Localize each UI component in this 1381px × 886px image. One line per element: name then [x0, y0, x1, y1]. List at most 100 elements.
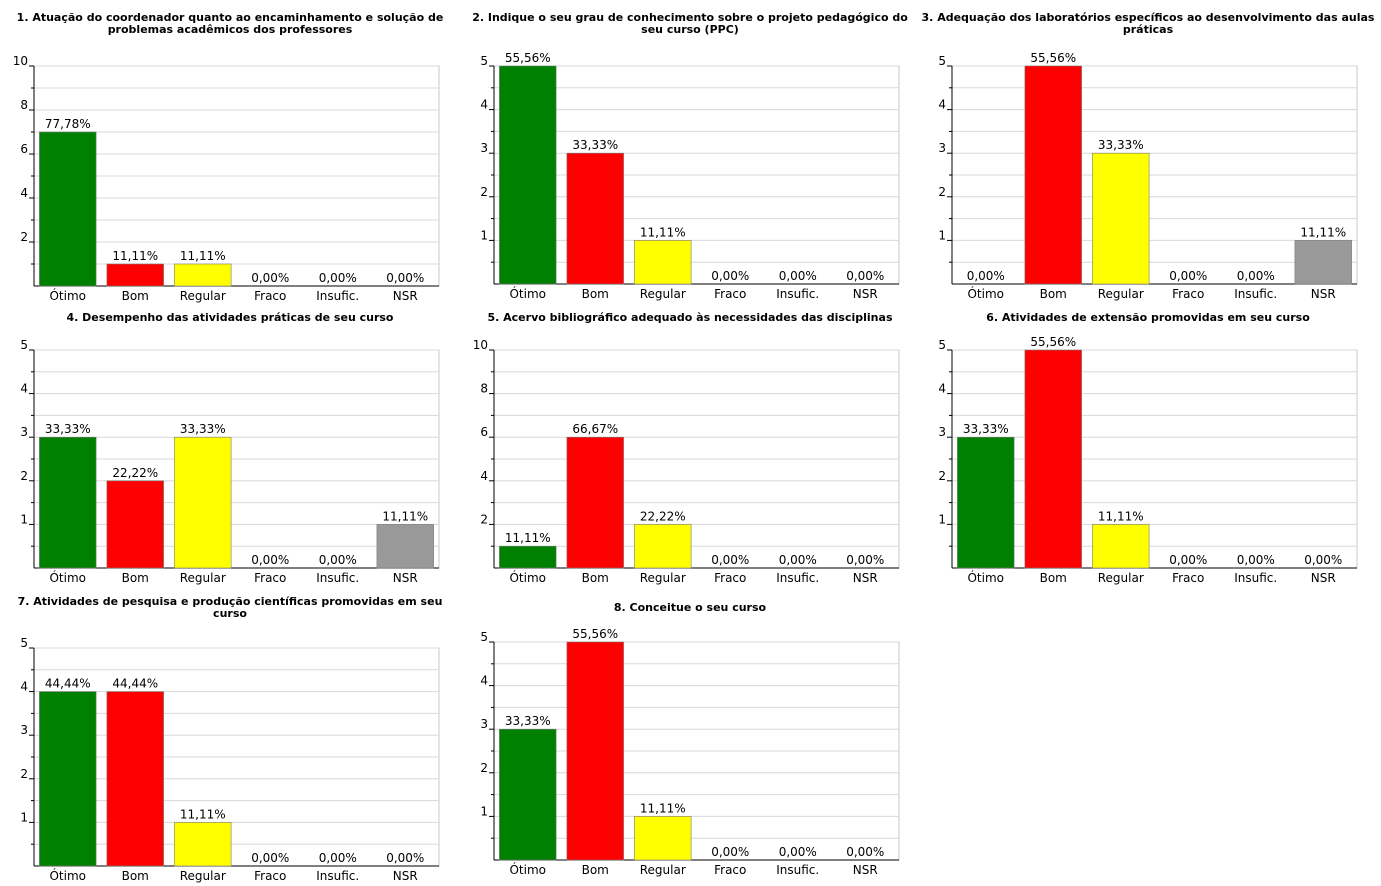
bar: [634, 240, 692, 285]
x-tick-label: NSR: [393, 289, 418, 303]
y-tick-label: 2: [480, 512, 488, 526]
x-tick-label: Insufic.: [776, 571, 819, 585]
x-tick-label: Regular: [640, 863, 686, 877]
y-tick-label: 3: [20, 723, 28, 737]
data-label: 0,00%: [251, 553, 289, 567]
data-label: 0,00%: [1237, 553, 1275, 567]
bar: [566, 641, 624, 861]
bar: [174, 822, 232, 867]
y-tick-label: 2: [938, 469, 946, 483]
chart-title: 6. Atividades de extensão promovidas em …: [986, 311, 1310, 324]
y-tick-label: 1: [938, 228, 946, 242]
x-tick-label: Regular: [180, 869, 226, 883]
x-tick-label: Insufic.: [1234, 287, 1277, 301]
y-tick-label: 5: [20, 338, 28, 352]
bar-chart: 2 4 6 8 10 77,78% Ótimo 11,11% Bom 11,11% Regular 0…: [13, 54, 440, 303]
bar: [634, 816, 692, 861]
y-tick-label: 1: [480, 804, 488, 818]
x-tick-label: Fraco: [714, 571, 746, 585]
x-tick-label: Fraco: [714, 287, 746, 301]
data-label: 0,00%: [846, 845, 884, 859]
data-label: 11,11%: [640, 225, 686, 239]
x-tick-label: Ótimo: [509, 286, 546, 301]
y-tick-label: 4: [480, 98, 488, 112]
bar: [499, 545, 557, 569]
x-tick-label: Fraco: [714, 863, 746, 877]
x-tick-label: NSR: [853, 287, 878, 301]
bar-chart: 1 2 3 4 5 44,44% Ótimo 44,44% Bom 11,11% Regular 0,…: [20, 636, 440, 883]
x-tick-label: NSR: [393, 869, 418, 883]
x-tick-label: Insufic.: [316, 869, 359, 883]
x-tick-label: NSR: [1311, 287, 1336, 301]
data-label: 55,56%: [572, 627, 618, 641]
bar: [1092, 524, 1150, 569]
y-tick-label: 5: [20, 636, 28, 650]
y-tick-label: 2: [480, 185, 488, 199]
y-tick-label: 2: [20, 767, 28, 781]
data-label: 0,00%: [846, 269, 884, 283]
y-tick-label: 4: [938, 98, 946, 112]
y-tick-label: 4: [480, 469, 488, 483]
data-label: 0,00%: [251, 851, 289, 865]
y-tick-label: 3: [20, 425, 28, 439]
y-tick-label: 3: [480, 717, 488, 731]
x-tick-label: Ótimo: [509, 862, 546, 877]
y-tick-label: 2: [480, 761, 488, 775]
x-tick-label: Regular: [1098, 571, 1144, 585]
y-tick-label: 4: [938, 382, 946, 396]
data-label: 0,00%: [251, 271, 289, 285]
y-tick-label: 2: [20, 230, 28, 244]
bar: [376, 524, 434, 569]
data-label: 33,33%: [572, 138, 618, 152]
bar: [1294, 240, 1352, 285]
bar: [1024, 65, 1082, 285]
chart-title: 7. Atividades de pesquisa e produção cie…: [17, 595, 443, 620]
bar: [566, 436, 624, 569]
x-tick-label: Fraco: [254, 289, 286, 303]
x-tick-label: Bom: [1040, 287, 1067, 301]
data-label: 11,11%: [382, 509, 428, 523]
data-label: 0,00%: [967, 269, 1005, 283]
data-label: 0,00%: [779, 553, 817, 567]
x-tick-label: Bom: [582, 571, 609, 585]
data-label: 0,00%: [319, 553, 357, 567]
data-label: 11,11%: [112, 249, 158, 263]
data-label: 0,00%: [386, 271, 424, 285]
bar: [499, 728, 557, 861]
x-tick-label: NSR: [393, 571, 418, 585]
x-tick-label: Bom: [122, 289, 149, 303]
data-label: 77,78%: [45, 117, 91, 131]
x-tick-label: Insufic.: [776, 863, 819, 877]
bar-chart: 1 2 3 4 5 55,56% Ótimo 33,33% Bom 11,11% Regular 0,…: [480, 51, 900, 301]
chart-title: 4. Desempenho das atividades práticas de…: [66, 311, 394, 324]
data-label: 11,11%: [180, 807, 226, 821]
bar: [174, 263, 232, 287]
data-label: 11,11%: [180, 249, 226, 263]
data-label: 0,00%: [1304, 553, 1342, 567]
y-tick-label: 5: [938, 338, 946, 352]
data-label: 22,22%: [640, 509, 686, 523]
bar-chart: 1 2 3 4 5 33,33% Ótimo 55,56% Bom 11,11% Regular 0,…: [480, 627, 900, 877]
data-label: 0,00%: [319, 271, 357, 285]
bar: [1024, 349, 1082, 569]
y-tick-label: 2: [938, 185, 946, 199]
data-label: 0,00%: [711, 553, 749, 567]
x-tick-label: Ótimo: [49, 868, 86, 883]
y-tick-label: 6: [20, 142, 28, 156]
x-tick-label: Insufic.: [1234, 571, 1277, 585]
x-tick-label: Insufic.: [316, 289, 359, 303]
bar: [39, 131, 97, 287]
y-tick-label: 10: [473, 338, 488, 352]
x-tick-label: Regular: [640, 287, 686, 301]
bar: [174, 436, 232, 569]
y-tick-label: 3: [938, 141, 946, 155]
bar-chart: 1 2 3 4 5 0,00% Ótimo 55,56% Bom 33,33% Regular 0,0…: [938, 51, 1358, 301]
bar-chart: 2 4 6 8 10 11,11% Ótimo 66,67% Bom 22,22% Regular 0…: [473, 338, 900, 585]
data-label: 55,56%: [1030, 51, 1076, 65]
x-tick-label: Ótimo: [509, 570, 546, 585]
x-tick-label: Fraco: [1172, 571, 1204, 585]
bar-chart: 1 2 3 4 5 33,33% Ótimo 55,56% Bom 11,11% Regular 0,…: [938, 335, 1358, 585]
data-label: 33,33%: [45, 422, 91, 436]
data-label: 0,00%: [1169, 553, 1207, 567]
y-tick-label: 2: [20, 469, 28, 483]
